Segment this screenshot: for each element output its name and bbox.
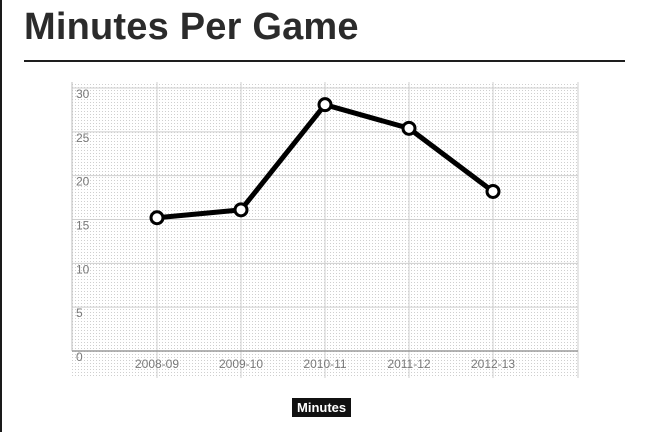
y-tick-label: 10: [76, 262, 90, 276]
page-left-border: [0, 0, 2, 432]
x-tick-label: 2010-11: [303, 357, 346, 371]
x-tick-label: 2012-13: [471, 357, 515, 371]
y-tick-label: 25: [76, 131, 90, 145]
title-divider: [24, 60, 625, 62]
legend-item-minutes: Minutes: [292, 398, 352, 417]
data-point: [485, 183, 501, 199]
page-title: Minutes Per Game: [24, 6, 359, 48]
y-tick-label: 20: [76, 175, 90, 189]
data-point: [149, 210, 165, 226]
data-point: [317, 97, 333, 113]
x-tick-label: 2008-09: [135, 357, 179, 371]
y-tick-label: 15: [76, 219, 90, 233]
y-tick-label: 30: [76, 87, 90, 101]
y-tick-label: 0: [76, 350, 83, 364]
data-point: [401, 120, 417, 136]
x-tick-label: 2011-12: [387, 357, 430, 371]
y-tick-label: 5: [76, 306, 83, 320]
data-point: [233, 202, 249, 218]
x-tick-label: 2009-10: [219, 357, 263, 371]
